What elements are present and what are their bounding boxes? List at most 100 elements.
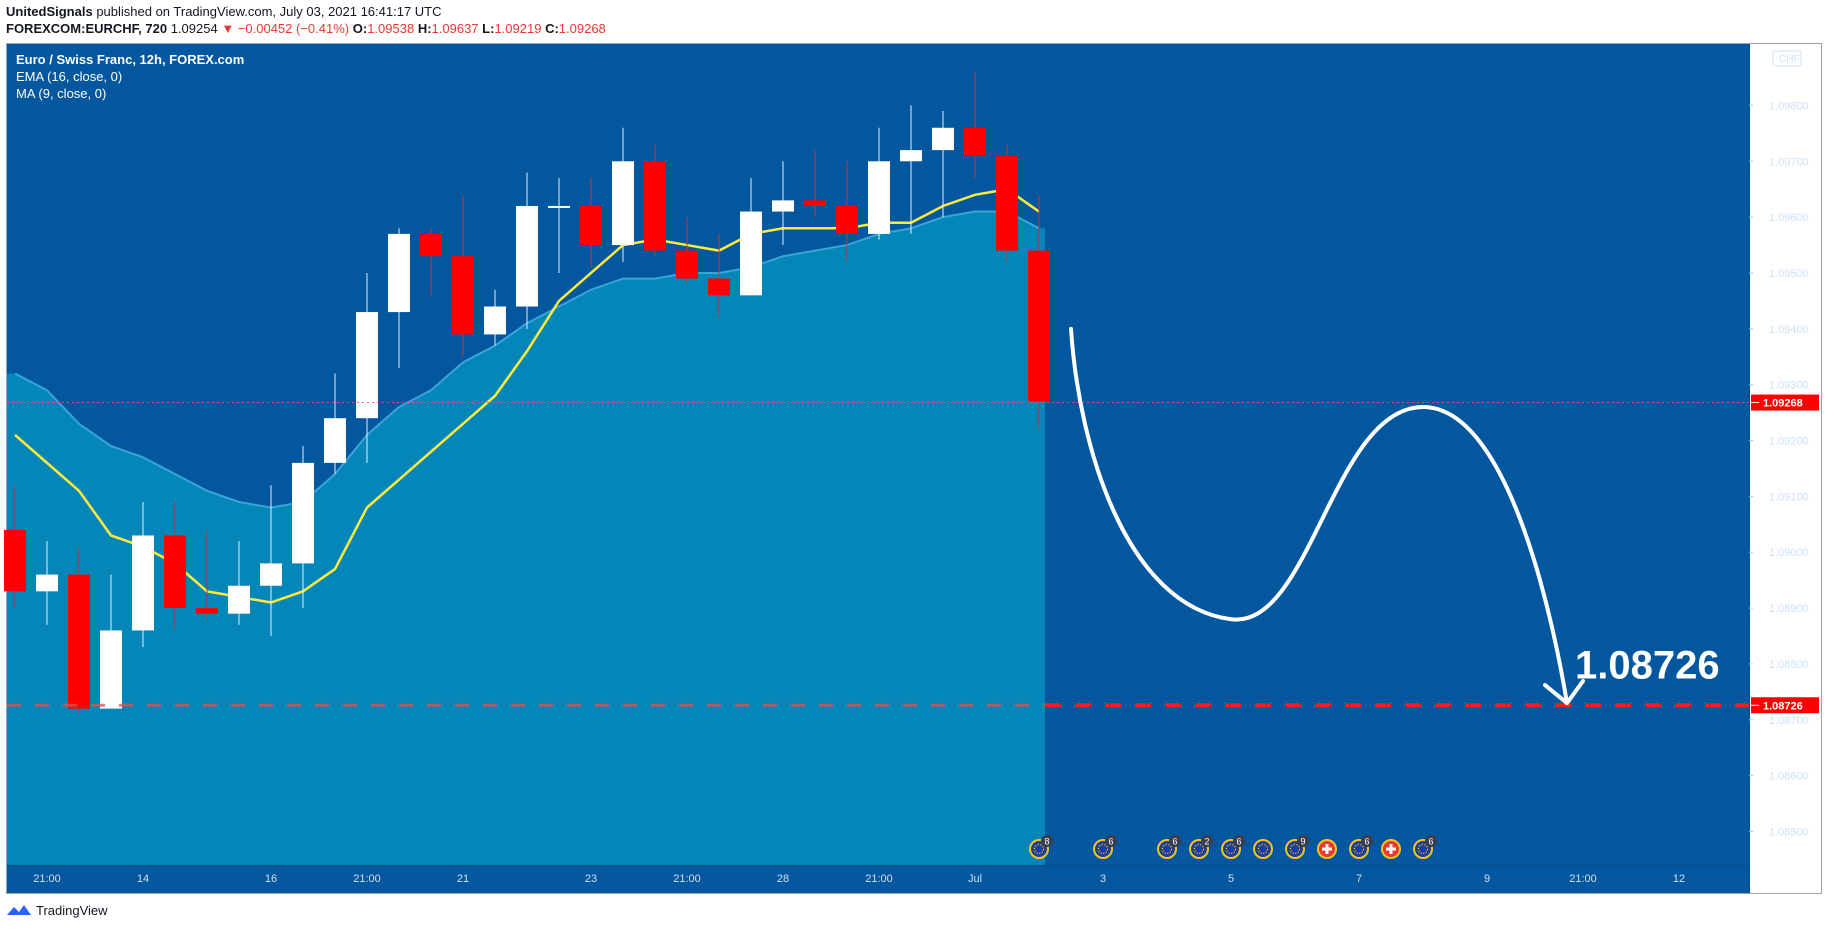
candle-body[interactable] [612, 161, 634, 246]
event-count-badge [1361, 835, 1373, 847]
eu-stars [1033, 843, 1045, 855]
candle-body[interactable] [292, 462, 314, 564]
eu-stars [1257, 843, 1269, 855]
candle-body[interactable] [196, 608, 218, 614]
footer-brand[interactable]: TradingView [6, 902, 108, 918]
event-count: 8 [1044, 837, 1049, 847]
y-tick-label: 1.09200 [1769, 436, 1809, 448]
candle-body[interactable] [868, 161, 890, 234]
candle-body[interactable] [900, 150, 922, 162]
candle-body[interactable] [516, 205, 538, 307]
eu-stars [1417, 843, 1429, 855]
high-label: H: [417, 21, 432, 36]
event-count-badge [1425, 835, 1437, 847]
x-tick-label: 7 [1356, 873, 1362, 885]
candle-body[interactable] [548, 205, 570, 208]
candle-body[interactable] [260, 563, 282, 586]
event-count-badge [1169, 835, 1181, 847]
y-tick-label: 1.09700 [1769, 156, 1809, 168]
candle-body[interactable] [740, 211, 762, 296]
x-tick-label: 21 [457, 873, 469, 885]
y-tick-label: 1.08700 [1769, 715, 1809, 727]
x-tick-label: 28 [777, 873, 789, 885]
x-tick-label: 21:00 [865, 873, 893, 885]
candle-body[interactable] [420, 233, 442, 257]
change-text: ▼ −0.00452 (−0.41%) [221, 21, 350, 36]
candle-body[interactable] [4, 529, 26, 592]
open-label: O: [352, 21, 368, 36]
y-tick-label: 1.09600 [1769, 212, 1809, 224]
y-tick-label: 1.08800 [1769, 659, 1809, 671]
event-count-badge [1105, 835, 1117, 847]
low-label: L: [482, 21, 495, 36]
candle-body[interactable] [932, 127, 954, 151]
projection-curve[interactable] [1069, 326, 1569, 706]
swiss-cross-h [1322, 847, 1332, 851]
y-tick-label: 1.09300 [1769, 380, 1809, 392]
candle-body[interactable] [996, 155, 1018, 251]
event-count: 6 [1428, 837, 1433, 847]
candle-body[interactable] [452, 256, 474, 335]
x-tick-label: 9 [1484, 873, 1490, 885]
x-tick-label: 23 [585, 873, 597, 885]
projection-arrowhead [1543, 679, 1585, 706]
x-tick-label: 21:00 [353, 873, 381, 885]
candle-body[interactable] [324, 418, 346, 463]
x-tick-label: 16 [265, 873, 277, 885]
y-tick-label: 1.09800 [1769, 100, 1809, 112]
ma-area [7, 211, 1045, 865]
candle-body[interactable] [1028, 250, 1050, 402]
currency-box [1772, 50, 1802, 67]
eu-flag-icon[interactable] [1253, 839, 1273, 859]
ohlc-line: FOREXCOM:EURCHF, 720 1.09254 ▼ −0.00452 … [6, 21, 606, 36]
legend-ma[interactable]: MA (9, close, 0) [16, 86, 107, 101]
candle-body[interactable] [676, 250, 698, 279]
last-price-tag-bg [1751, 394, 1819, 411]
last-price-text: 1.09254 [170, 21, 218, 36]
candle-body[interactable] [132, 535, 154, 631]
published-text: published on TradingView.com, July 03, 2… [96, 4, 442, 19]
legend-title: Euro / Swiss Franc, 12h, FOREX.com [16, 52, 245, 67]
candle-body[interactable] [164, 535, 186, 609]
x-tick-label: Jul [968, 873, 982, 885]
currency-label: CHF [1779, 54, 1800, 65]
y-tick-label: 1.08900 [1769, 603, 1809, 615]
candle-body[interactable] [644, 161, 666, 251]
target-big-label: 1.08726 [1575, 643, 1720, 687]
x-tick-label: 12 [1673, 873, 1685, 885]
x-tick-label: 14 [137, 873, 149, 885]
x-tick-label: 3 [1100, 873, 1106, 885]
candle-body[interactable] [484, 306, 506, 335]
candle-body[interactable] [228, 585, 250, 614]
legend-ema[interactable]: EMA (16, close, 0) [16, 69, 123, 84]
event-count-badge [1041, 835, 1053, 847]
candle-body[interactable] [804, 200, 826, 206]
candle-body[interactable] [772, 200, 794, 212]
close-value: 1.09268 [558, 21, 606, 36]
candle-body[interactable] [356, 312, 378, 419]
symbol-label: FOREXCOM:EURCHF, 720 [6, 21, 168, 36]
event-count: 2 [1204, 837, 1209, 847]
target-price-tag-bg [1751, 697, 1819, 714]
event-count: 6 [1236, 837, 1241, 847]
candle-body[interactable] [964, 127, 986, 156]
low-value: 1.09219 [494, 21, 542, 36]
candle-body[interactable] [708, 278, 730, 296]
candle-body[interactable] [388, 233, 410, 313]
candle-body[interactable] [836, 205, 858, 234]
candle-body[interactable] [36, 574, 58, 592]
y-tick-label: 1.09000 [1769, 547, 1809, 559]
target-price-tag-label: 1.08726 [1763, 700, 1803, 712]
candle-body[interactable] [580, 205, 602, 246]
candle-body[interactable] [68, 574, 90, 709]
tradingview-logo-icon [7, 905, 31, 915]
x-tick-label: 5 [1228, 873, 1234, 885]
author-name[interactable]: UnitedSignals [6, 4, 93, 19]
candle-body[interactable] [100, 630, 122, 709]
eu-stars [1353, 843, 1365, 855]
eu-stars [1289, 843, 1301, 855]
swiss-cross-h [1386, 847, 1396, 851]
eu-stars [1225, 843, 1237, 855]
event-count: 6 [1172, 837, 1177, 847]
